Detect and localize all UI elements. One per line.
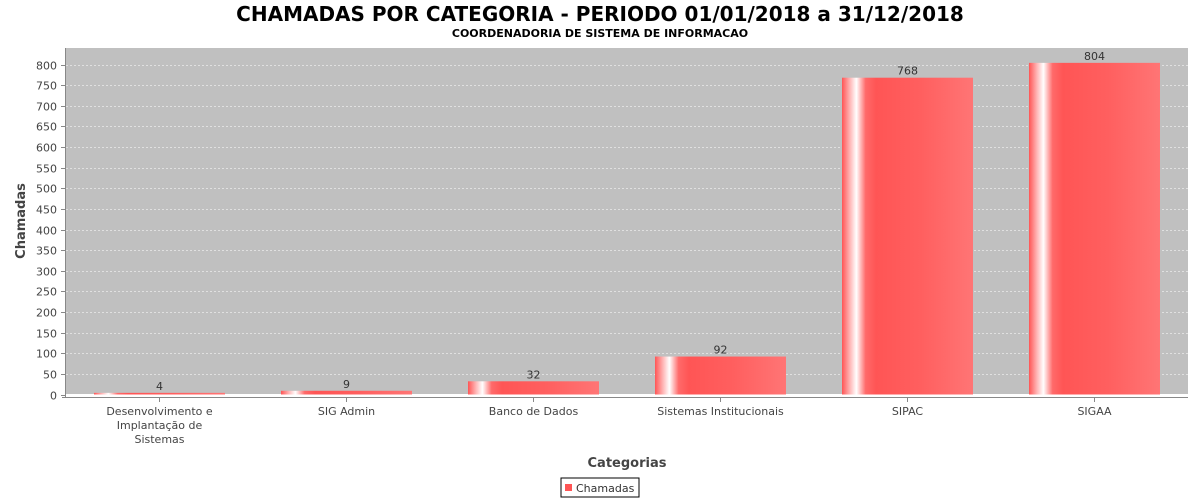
y-tick-label: 800: [36, 60, 57, 73]
chart-title: CHAMADAS POR CATEGORIA - PERIODO 01/01/2…: [236, 2, 964, 26]
data-label: 9: [343, 378, 350, 391]
grid-lines: [66, 65, 1188, 375]
y-tick-label: 700: [36, 101, 57, 114]
bar: [468, 381, 599, 395]
data-label: 804: [1084, 50, 1105, 63]
legend-box: [560, 477, 640, 498]
x-category-label: Sistemas: [134, 433, 184, 446]
y-tick-label: 300: [36, 266, 57, 279]
y-tick-label: 150: [36, 328, 57, 341]
legend-label-chamadas: Chamadas: [576, 482, 635, 495]
y-tick-label: 0: [50, 390, 57, 403]
y-tick-label: 600: [36, 142, 57, 155]
y-tick-label: 750: [36, 80, 57, 93]
y-tick-label: 400: [36, 225, 57, 238]
data-label: 32: [527, 368, 541, 381]
x-category-label: SIG Admin: [318, 405, 375, 418]
y-tick-label: 500: [36, 183, 57, 196]
plot-area: [66, 48, 1188, 394]
y-tick-label: 350: [36, 245, 57, 258]
bar: [842, 77, 973, 395]
y-tick-label: 50: [43, 369, 57, 382]
y-tick-label: 550: [36, 163, 57, 176]
legend: Chamadas: [560, 477, 640, 498]
data-label: 92: [714, 344, 728, 357]
data-label: 4: [156, 380, 163, 393]
x-category-label: Desenvolvimento e: [106, 405, 213, 418]
x-category-label: SIPAC: [892, 405, 923, 418]
y-tick-label: 650: [36, 121, 57, 134]
data-label: 768: [897, 65, 918, 78]
legend-swatch: [565, 484, 572, 491]
x-category-label: Implantação de: [117, 419, 203, 432]
bar: [1029, 62, 1160, 395]
x-category-label: Banco de Dados: [489, 405, 579, 418]
chart-subtitle: COORDENADORIA DE SISTEMA DE INFORMACAO: [452, 27, 748, 40]
bar: [281, 390, 412, 395]
x-category-label: SIGAA: [1077, 405, 1112, 418]
y-tick-label: 100: [36, 348, 57, 361]
x-axis-label: Categorias: [588, 456, 667, 471]
y-axis-ticks: 0 50 100 150 200 250 300 350 400 450 500 550 600 650 7…: [36, 60, 65, 403]
y-tick-label: 450: [36, 204, 57, 217]
bar: [655, 356, 786, 395]
y-tick-label: 250: [36, 286, 57, 299]
bar: [94, 392, 225, 395]
x-category-label: Sistemas Institucionais: [657, 405, 784, 418]
y-axis-label: Chamadas: [14, 183, 29, 259]
bars: 4 9 32 92 768 804: [94, 50, 1160, 395]
y-tick-label: 200: [36, 307, 57, 320]
